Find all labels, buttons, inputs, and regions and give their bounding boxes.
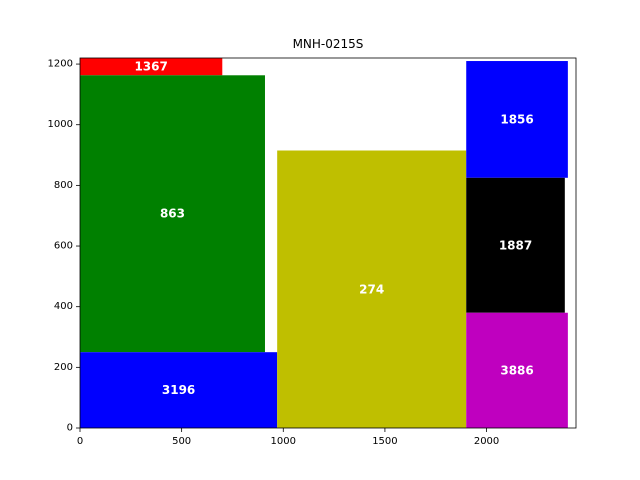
x-tick-label: 0 [77,436,83,447]
treemap-rect-2 [80,352,278,428]
treemap-rect-label: 1367 [134,60,167,74]
treemap-rect-label: 3196 [162,383,195,397]
chart-title: MNH-0215S [293,37,364,51]
treemap-rect-label: 863 [160,207,185,221]
x-tick-label: 500 [172,436,191,447]
treemap-rect-label: 3886 [500,363,533,377]
x-tick-label: 1000 [271,436,296,447]
y-tick-label: 1000 [48,119,73,130]
treemap-rect-0 [80,58,223,76]
x-axis: 0 500 1000 1500 2000 [77,428,499,447]
treemap-rect-1 [80,75,265,353]
y-tick-label: 800 [54,180,73,191]
treemap-rect-label: 1856 [500,112,533,126]
treemap-rect-4 [466,61,568,178]
treemap-rect-3 [277,150,467,428]
y-tick-label: 200 [54,362,73,373]
y-tick-label: 600 [54,241,73,252]
treemap-rect-6 [466,312,568,428]
x-tick-label: 2000 [474,436,499,447]
axes-frame [79,57,577,429]
plot-area: 1367 863 3196 274 1856 1887 3886 [79,57,577,429]
treemap-rect-5 [466,177,565,313]
y-axis: 0 200 400 600 800 1000 1200 [48,59,80,434]
y-tick-label: 400 [54,301,73,312]
y-tick-label: 0 [67,423,73,434]
treemap-rect-label: 1887 [499,238,532,252]
x-tick-label: 1500 [372,436,397,447]
y-tick-label: 1200 [48,59,73,70]
treemap-rect-label: 274 [359,282,384,296]
